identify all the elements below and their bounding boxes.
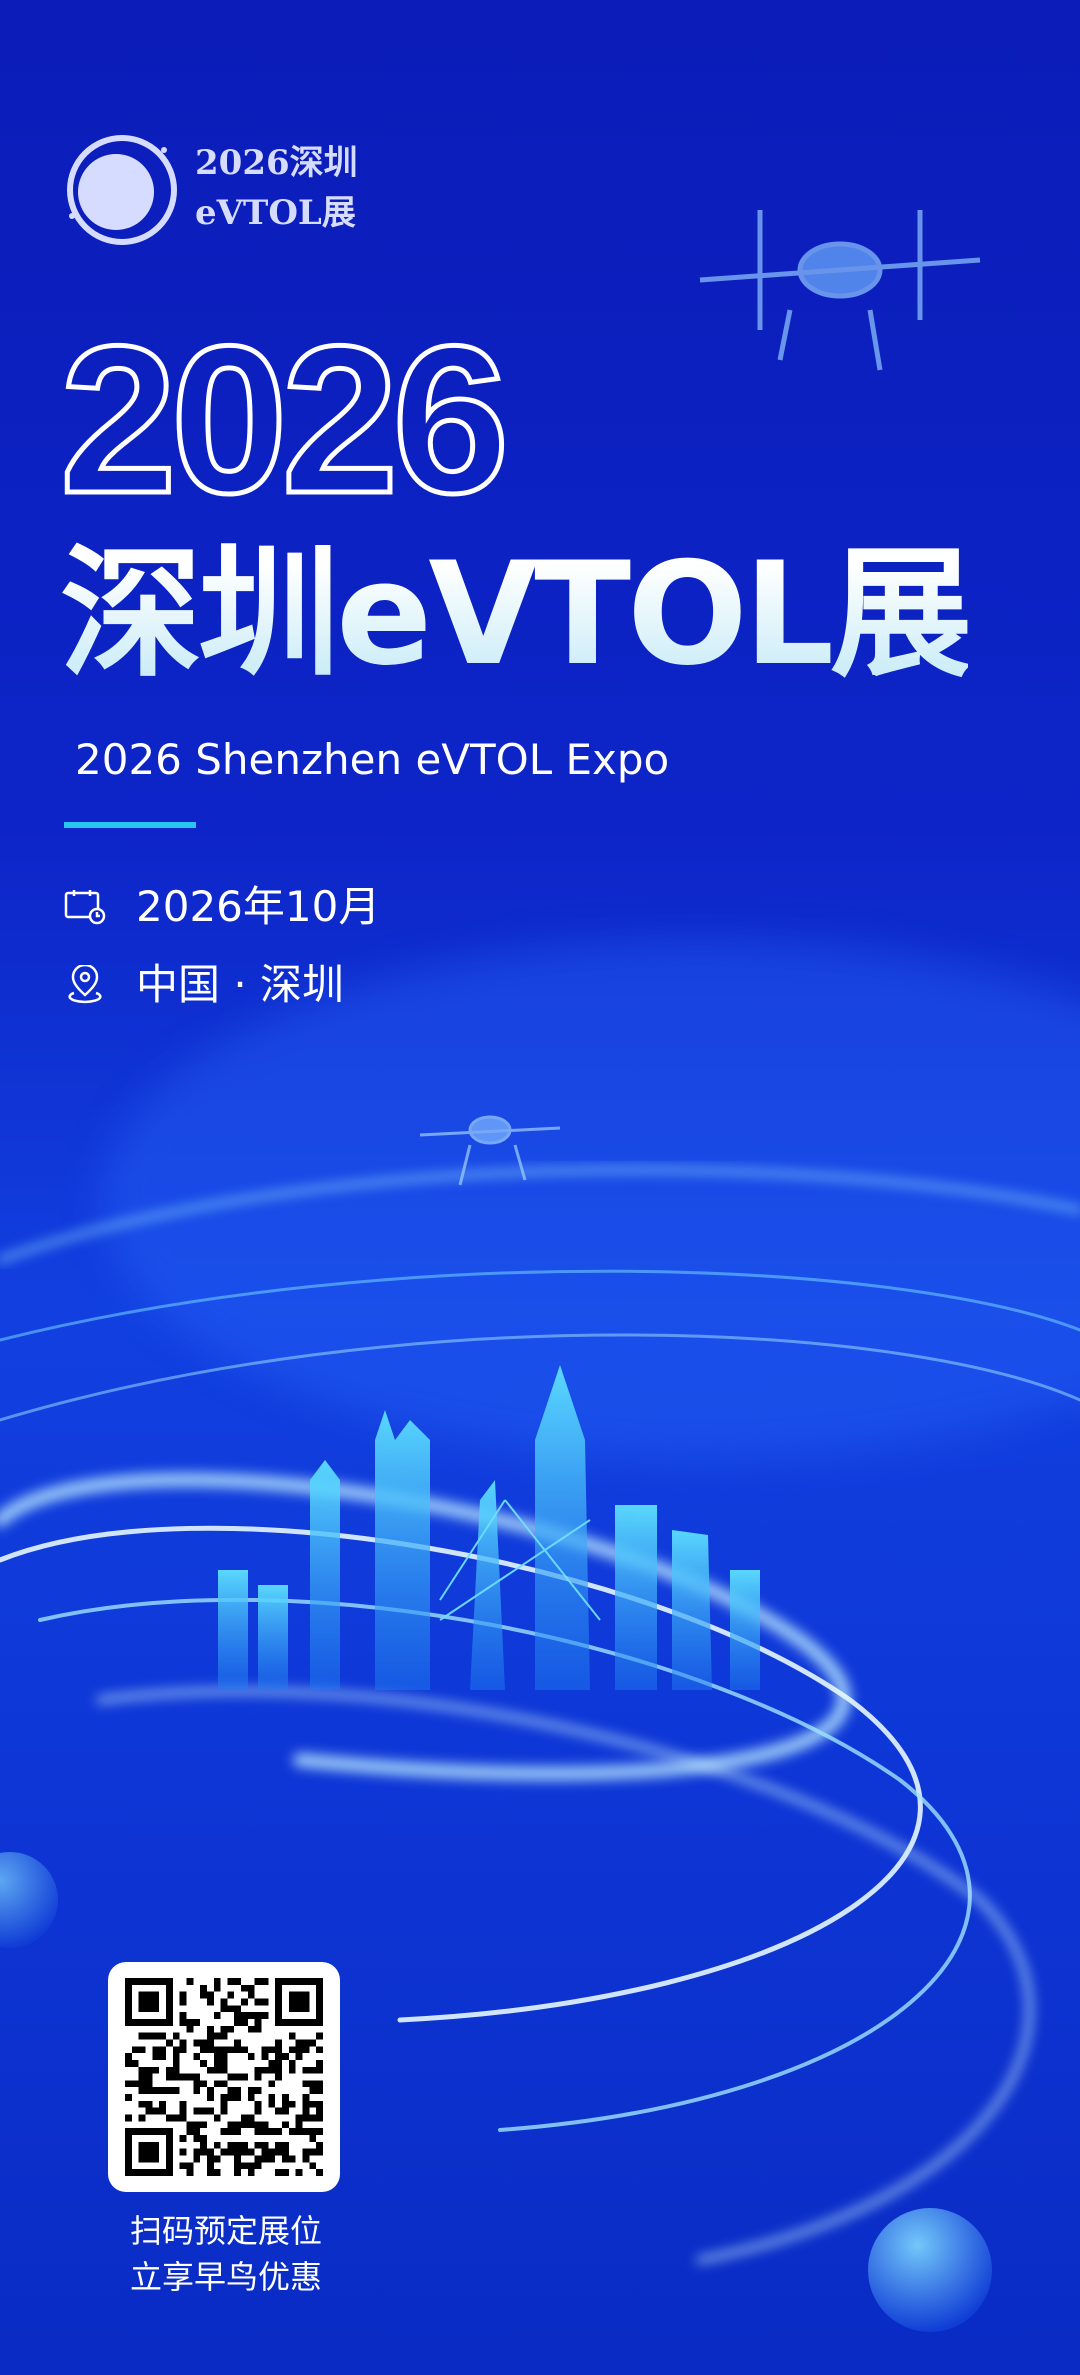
qr-code[interactable]	[108, 1962, 340, 2192]
hero-subtitle: 2026 Shenzhen eVTOL Expo	[75, 735, 670, 784]
event-date: 2026年10月	[136, 882, 381, 931]
event-location: 中国 · 深圳	[136, 960, 345, 1009]
brand-name: 2026深圳 eVTOL展	[195, 138, 358, 238]
light-swirls	[0, 1166, 1080, 2264]
drone-small-icon	[419, 1115, 561, 1186]
brand-line-1: 2026深圳	[195, 143, 358, 183]
drone-large-icon	[699, 210, 981, 371]
qr-code-pattern	[125, 1978, 323, 2176]
accent-divider	[64, 822, 196, 828]
location-pin-icon	[68, 965, 102, 1004]
date-row: 2026年10月	[64, 877, 380, 937]
hero-title: 深圳eVTOL展	[60, 530, 972, 700]
qr-caption-line-1: 扫码预定展位	[129, 2212, 322, 2250]
decorative-orb	[868, 2208, 992, 2332]
brand-line-2: eVTOL展	[195, 193, 356, 233]
skyline	[218, 1365, 760, 1690]
calendar-clock-icon	[64, 890, 106, 925]
logo-icon	[67, 135, 177, 245]
qr-caption-line-2: 立享早鸟优惠	[129, 2258, 322, 2296]
qr-caption: 扫码预定展位 立享早鸟优惠	[108, 2208, 344, 2300]
hero-year: 2026	[57, 302, 511, 537]
decorative-orb	[0, 1852, 58, 1948]
location-row: 中国 · 深圳	[64, 955, 344, 1015]
